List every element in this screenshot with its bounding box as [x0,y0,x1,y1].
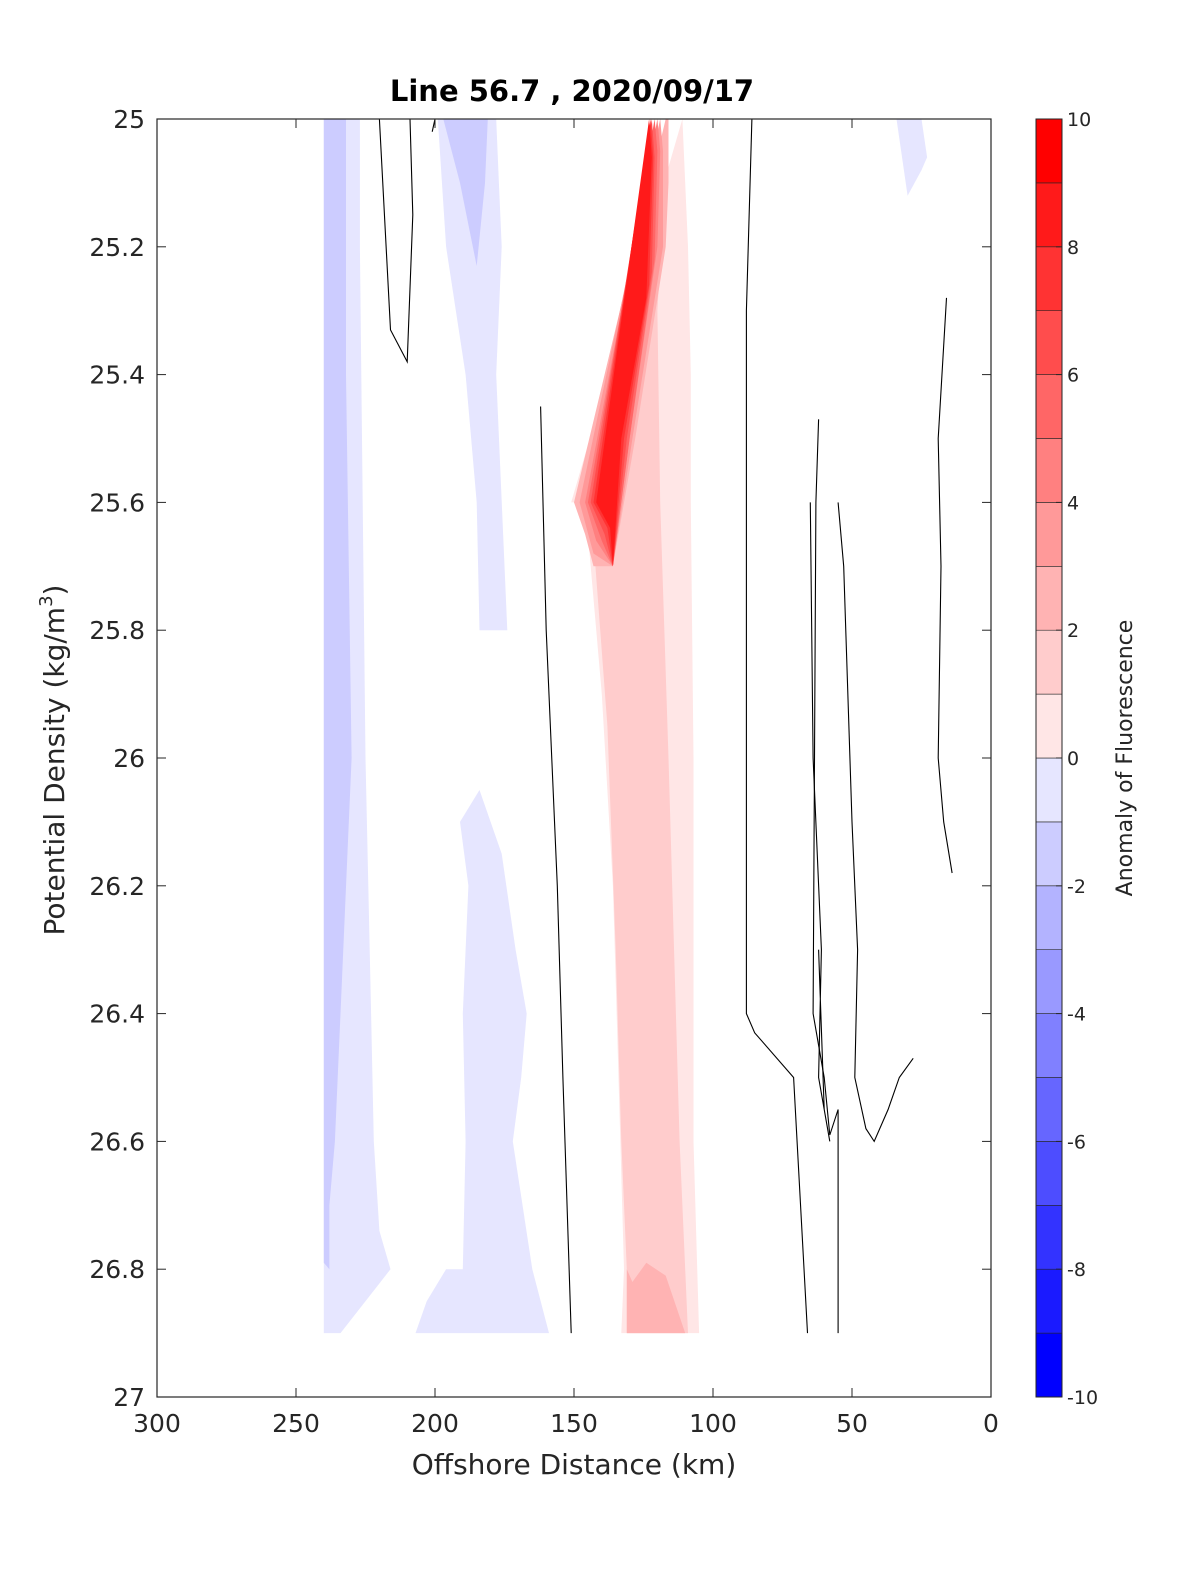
colorbar-swatch [1035,1205,1063,1270]
y-tick-label: 25.8 [89,616,145,645]
x-tick-label: 250 [272,1409,320,1438]
y-tick-label: 26.4 [89,1000,145,1029]
filled-region-8 [626,1262,686,1334]
colorbar-swatch [1035,1077,1063,1142]
colorbar-tick-label: 8 [1067,237,1079,259]
x-tick-label: 100 [689,1409,737,1438]
filled-contours [323,119,928,1334]
x-axis: 300 250 200 150 100 50 0 [133,119,999,1438]
y-tick-label: 25 [113,105,145,134]
colorbar-swatch [1035,1013,1063,1078]
colorbar-swatch [1035,949,1063,1014]
colorbar-swatch [1035,502,1063,567]
colorbar-tick-label: -2 [1067,876,1086,898]
colorbar-swatch [1035,118,1063,184]
colorbar-swatch [1035,374,1063,439]
colorbar-swatch [1035,565,1063,631]
filled-region-1 [323,119,352,1270]
y-tick-label: 25.2 [89,233,145,262]
y-tick-label: 26.6 [89,1127,145,1156]
filled-region-4 [415,790,549,1334]
y-tick-label: 26 [113,744,145,773]
filled-region-3 [443,119,488,266]
x-tick-label: 150 [550,1409,598,1438]
colorbar-swatch [1035,438,1063,503]
contour-line-7 [812,419,839,1334]
chart-title: Line 56.7 , 2020/09/17 [390,74,754,108]
colorbar-swatch [1035,885,1063,950]
x-tick-label: 0 [983,1409,999,1438]
y-tick-label: 26.2 [89,872,145,901]
filled-region-2 [426,119,508,631]
y-tick-label: 25.6 [89,488,145,517]
colorbar-tick-label: 10 [1067,109,1091,131]
x-axis-title: Offshore Distance (km) [412,1448,737,1481]
x-tick-label: 200 [411,1409,459,1438]
colorbar-ticks: -10 -8 -6 -4 -2 0 2 4 6 8 10 [1056,109,1098,1409]
colorbar-swatch [1035,1268,1063,1334]
contour-line-4 [809,502,831,1142]
colorbar-tick-label: -6 [1067,1131,1086,1153]
contour-line-3 [745,118,809,1334]
colorbar-swatch [1035,629,1063,695]
colorbar-tick-label: -8 [1067,1259,1086,1281]
plot-background [157,119,991,1397]
x-tick-label: 50 [836,1409,868,1438]
colorbar-tick-label: -10 [1067,1387,1098,1409]
y-axis-title-main: Potential Density (kg/m [38,607,71,936]
colorbar-tick-label: 2 [1067,620,1079,642]
colorbar-swatch [1035,757,1063,823]
y-axis-title-superscript: 3 [36,595,57,606]
contour-line-2 [540,406,572,1334]
contour-line-5 [837,502,914,1143]
y-tick-label: 27 [113,1383,145,1412]
x-tick-label: 300 [133,1409,181,1438]
colorbar-swatch [1035,693,1063,759]
colorbar-tick-label: 0 [1067,748,1079,770]
contour-lines [378,118,953,1334]
colorbar-swatch [1035,310,1063,375]
plot-area: 300 250 200 150 100 50 0 2525.225.425.625.8262… [89,105,999,1438]
colorbar-tick-label: 4 [1067,492,1079,514]
y-axis: 25 25.2 25.4 25.6 25.8 26 26.2 26.4 26.6 26.8 27 [89,105,991,1412]
colorbar-swatch [1035,246,1063,312]
colorbar-swatch [1035,182,1063,248]
colorbar-tick-label: 6 [1067,365,1079,387]
colorbar-swatch [1035,1332,1063,1398]
colorbar: -10 -8 -6 -4 -2 0 2 4 6 8 10 Anomaly of Fluorescen… [1035,109,1138,1409]
y-tick-label: 25.4 [89,361,145,390]
colorbar-tick-label: -4 [1067,1004,1086,1026]
contour-line-6 [937,297,953,874]
filled-region-5 [896,119,928,196]
y-axis-title-end: ) [38,585,71,596]
filled-region-15 [596,119,652,567]
contour-line-0 [378,118,414,364]
y-axis-title: Potential Density (kg/m3) [36,585,71,936]
colorbar-swatch [1035,821,1063,887]
y-tick-label: 26.8 [89,1255,145,1284]
colorbar-title: Anomaly of Fluorescence [1113,620,1138,897]
colorbar-swatch [1035,1141,1063,1206]
